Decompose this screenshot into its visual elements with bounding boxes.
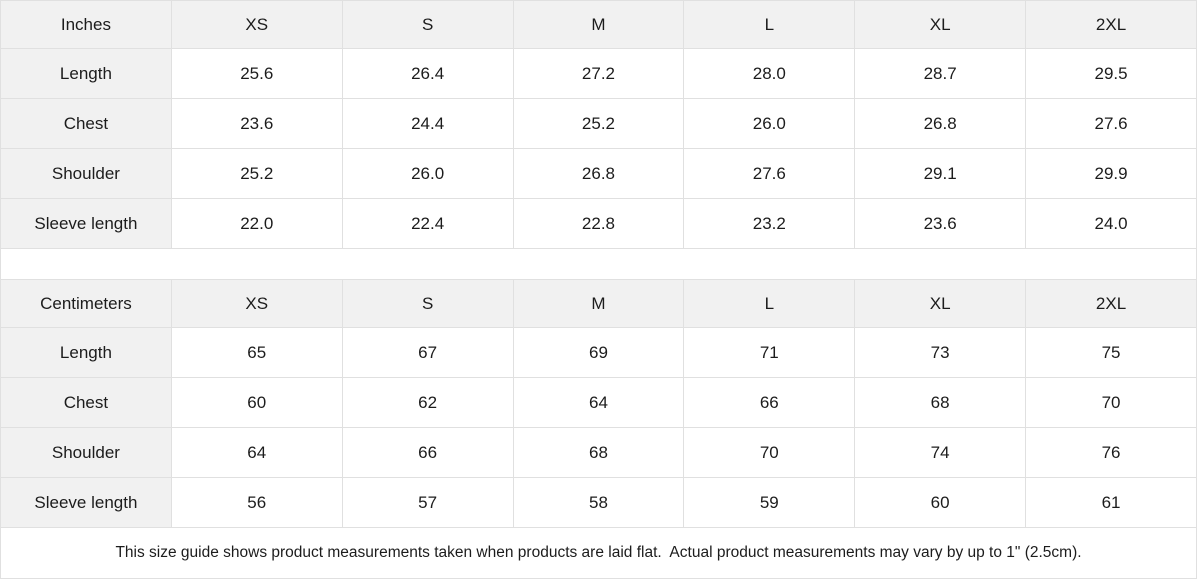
size-value-cell: 64 — [512, 377, 685, 428]
size-value-cell: 68 — [512, 427, 685, 478]
column-header-xl: XL — [854, 0, 1027, 49]
size-value-cell: 70 — [1025, 377, 1197, 428]
header-row-inches: Inches XS S M L XL 2XL — [0, 0, 1197, 49]
size-value-cell: 58 — [512, 477, 685, 528]
column-header-2xl: 2XL — [1025, 0, 1197, 49]
table-row-sleeve-length: Sleeve length 56 57 58 59 60 61 — [0, 477, 1197, 528]
size-value-cell: 56 — [170, 477, 343, 528]
header-row-centimeters: Centimeters XS S M L XL 2XL — [0, 279, 1197, 328]
row-label-chest: Chest — [0, 377, 172, 428]
table-row-shoulder: Shoulder 25.2 26.0 26.8 27.6 29.1 29.9 — [0, 148, 1197, 199]
table-row-shoulder: Shoulder 64 66 68 70 74 76 — [0, 427, 1197, 478]
size-table-centimeters: Centimeters XS S M L XL 2XL Length 65 67… — [0, 279, 1197, 528]
size-value-cell: 71 — [683, 327, 856, 378]
row-label-sleeve-length: Sleeve length — [0, 198, 172, 249]
size-value-cell: 68 — [854, 377, 1027, 428]
size-value-cell: 29.9 — [1025, 148, 1197, 199]
size-value-cell: 25.2 — [512, 98, 685, 149]
size-value-cell: 22.8 — [512, 198, 685, 249]
row-label-length: Length — [0, 327, 172, 378]
row-label-shoulder: Shoulder — [0, 427, 172, 478]
unit-header-inches: Inches — [0, 0, 172, 49]
size-value-cell: 66 — [341, 427, 514, 478]
size-value-cell: 24.0 — [1025, 198, 1197, 249]
column-header-l: L — [683, 279, 856, 328]
size-value-cell: 66 — [683, 377, 856, 428]
size-value-cell: 75 — [1025, 327, 1197, 378]
size-value-cell: 74 — [854, 427, 1027, 478]
table-row-sleeve-length: Sleeve length 22.0 22.4 22.8 23.2 23.6 2… — [0, 198, 1197, 249]
size-value-cell: 67 — [341, 327, 514, 378]
size-value-cell: 70 — [683, 427, 856, 478]
table-row-chest: Chest 60 62 64 66 68 70 — [0, 377, 1197, 428]
size-value-cell: 60 — [854, 477, 1027, 528]
size-guide-footnote: This size guide shows product measuremen… — [0, 528, 1197, 579]
size-value-cell: 26.8 — [512, 148, 685, 199]
size-value-cell: 57 — [341, 477, 514, 528]
size-value-cell: 26.0 — [683, 98, 856, 149]
column-header-s: S — [341, 279, 514, 328]
column-header-xs: XS — [170, 279, 343, 328]
column-header-l: L — [683, 0, 856, 49]
column-header-m: M — [512, 0, 685, 49]
row-label-shoulder: Shoulder — [0, 148, 172, 199]
unit-header-centimeters: Centimeters — [0, 279, 172, 328]
size-value-cell: 27.2 — [512, 48, 685, 99]
size-table-inches: Inches XS S M L XL 2XL Length 25.6 26.4 … — [0, 0, 1197, 249]
size-value-cell: 23.6 — [170, 98, 343, 149]
size-value-cell: 27.6 — [683, 148, 856, 199]
column-header-xs: XS — [170, 0, 343, 49]
size-value-cell: 28.7 — [854, 48, 1027, 99]
size-value-cell: 64 — [170, 427, 343, 478]
size-value-cell: 28.0 — [683, 48, 856, 99]
size-value-cell: 22.4 — [341, 198, 514, 249]
size-value-cell: 62 — [341, 377, 514, 428]
size-value-cell: 26.0 — [341, 148, 514, 199]
row-label-length: Length — [0, 48, 172, 99]
size-value-cell: 73 — [854, 327, 1027, 378]
size-value-cell: 23.2 — [683, 198, 856, 249]
size-value-cell: 25.6 — [170, 48, 343, 99]
table-row-length: Length 25.6 26.4 27.2 28.0 28.7 29.5 — [0, 48, 1197, 99]
size-value-cell: 61 — [1025, 477, 1197, 528]
size-value-cell: 59 — [683, 477, 856, 528]
size-value-cell: 26.8 — [854, 98, 1027, 149]
size-value-cell: 27.6 — [1025, 98, 1197, 149]
size-value-cell: 24.4 — [341, 98, 514, 149]
row-label-sleeve-length: Sleeve length — [0, 477, 172, 528]
table-row-chest: Chest 23.6 24.4 25.2 26.0 26.8 27.6 — [0, 98, 1197, 149]
table-row-length: Length 65 67 69 71 73 75 — [0, 327, 1197, 378]
size-value-cell: 29.5 — [1025, 48, 1197, 99]
size-value-cell: 23.6 — [854, 198, 1027, 249]
row-label-chest: Chest — [0, 98, 172, 149]
size-value-cell: 26.4 — [341, 48, 514, 99]
size-value-cell: 29.1 — [854, 148, 1027, 199]
column-header-m: M — [512, 279, 685, 328]
size-value-cell: 65 — [170, 327, 343, 378]
size-value-cell: 76 — [1025, 427, 1197, 478]
size-value-cell: 25.2 — [170, 148, 343, 199]
size-value-cell: 22.0 — [170, 198, 343, 249]
table-spacer — [0, 249, 1197, 279]
column-header-2xl: 2XL — [1025, 279, 1197, 328]
size-value-cell: 60 — [170, 377, 343, 428]
size-value-cell: 69 — [512, 327, 685, 378]
column-header-s: S — [341, 0, 514, 49]
column-header-xl: XL — [854, 279, 1027, 328]
